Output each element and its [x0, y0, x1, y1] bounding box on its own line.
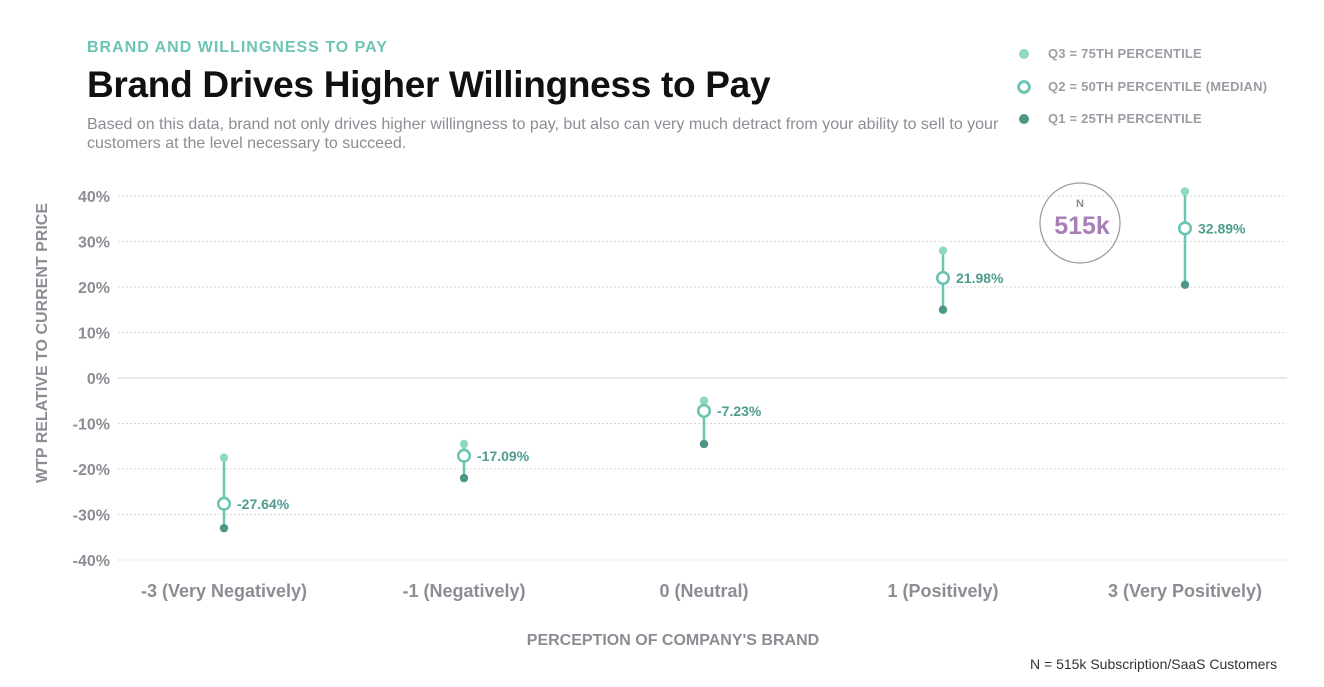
- data-label: 32.89%: [1198, 220, 1246, 236]
- median-point: [935, 270, 951, 286]
- n-badge-value: 515k: [1054, 212, 1110, 240]
- y-ticks: 40% 30% 20% 10% 0% -10% -20% -30% -40%: [73, 189, 110, 570]
- q1-point: [938, 305, 948, 314]
- y-tick-label: 10%: [78, 326, 110, 343]
- legend-label-q2: Q2 = 50TH PERCENTILE (MEDIAN): [1048, 79, 1268, 94]
- x-tick-label: -3 (Very Negatively): [141, 581, 307, 601]
- median-point: [696, 403, 712, 418]
- chart-subtitle: Based on this data, brand not only drive…: [87, 116, 999, 152]
- data-marks: -27.64% -17.09% -7.23% 21.98% 32.89%: [216, 187, 1246, 533]
- legend-marker-q3: [1019, 49, 1029, 59]
- n-badge-circle: [1039, 182, 1121, 264]
- y-tick-label: 0%: [87, 371, 110, 388]
- chart-title: Brand Drives Higher Willingness to Pay: [87, 64, 771, 105]
- q1-point: [459, 473, 469, 483]
- median-point: [1177, 221, 1193, 236]
- chart-eyebrow: BRAND AND WILLINGNESS TO PAY: [87, 39, 388, 56]
- legend-label-q1: Q1 = 25TH PERCENTILE: [1048, 111, 1202, 126]
- legend-label-q3: Q3 = 75TH PERCENTILE: [1048, 46, 1202, 61]
- q3-point: [459, 439, 469, 449]
- data-label: -27.64%: [237, 496, 290, 512]
- y-axis-title: WTP RELATIVE TO CURRENT PRICE: [34, 203, 51, 483]
- q3-point: [699, 396, 709, 405]
- n-badge: N 515k: [1039, 182, 1121, 264]
- y-tick-label: 30%: [78, 235, 110, 252]
- median-point: [216, 496, 232, 511]
- x-tick-label: 1 (Positively): [887, 581, 998, 601]
- x-ticks: -3 (Very Negatively) -1 (Negatively) 0 (Ne…: [141, 581, 1262, 601]
- y-tick-label: -30%: [73, 508, 110, 525]
- x-tick-label: 0 (Neutral): [659, 581, 748, 601]
- median-point: [456, 448, 472, 463]
- q3-point: [219, 453, 229, 462]
- n-badge-label: N: [1076, 198, 1084, 210]
- q3-point: [1180, 187, 1190, 196]
- q1-point: [1180, 280, 1190, 289]
- y-tick-label: -10%: [73, 417, 110, 434]
- x-tick-label: -1 (Negatively): [402, 581, 525, 601]
- x-axis-title: PERCEPTION OF COMPANY'S BRAND: [527, 632, 819, 649]
- footnote: N = 515k Subscription/SaaS Customers: [1030, 656, 1278, 672]
- q1-point: [219, 523, 229, 533]
- legend-marker-q1: [1019, 114, 1029, 124]
- data-label: 21.98%: [956, 270, 1004, 286]
- y-tick-label: -20%: [73, 462, 110, 479]
- y-tick-label: 40%: [78, 189, 110, 206]
- gridlines: [118, 195, 1287, 561]
- legend-marker-q2: [1017, 80, 1031, 94]
- x-tick-label: 3 (Very Positively): [1108, 581, 1262, 601]
- y-tick-label: -40%: [73, 553, 110, 570]
- q3-point: [938, 246, 948, 255]
- data-label: -7.23%: [717, 403, 762, 419]
- data-label: -17.09%: [477, 448, 530, 464]
- q1-point: [699, 439, 709, 449]
- y-tick-label: 20%: [78, 280, 110, 297]
